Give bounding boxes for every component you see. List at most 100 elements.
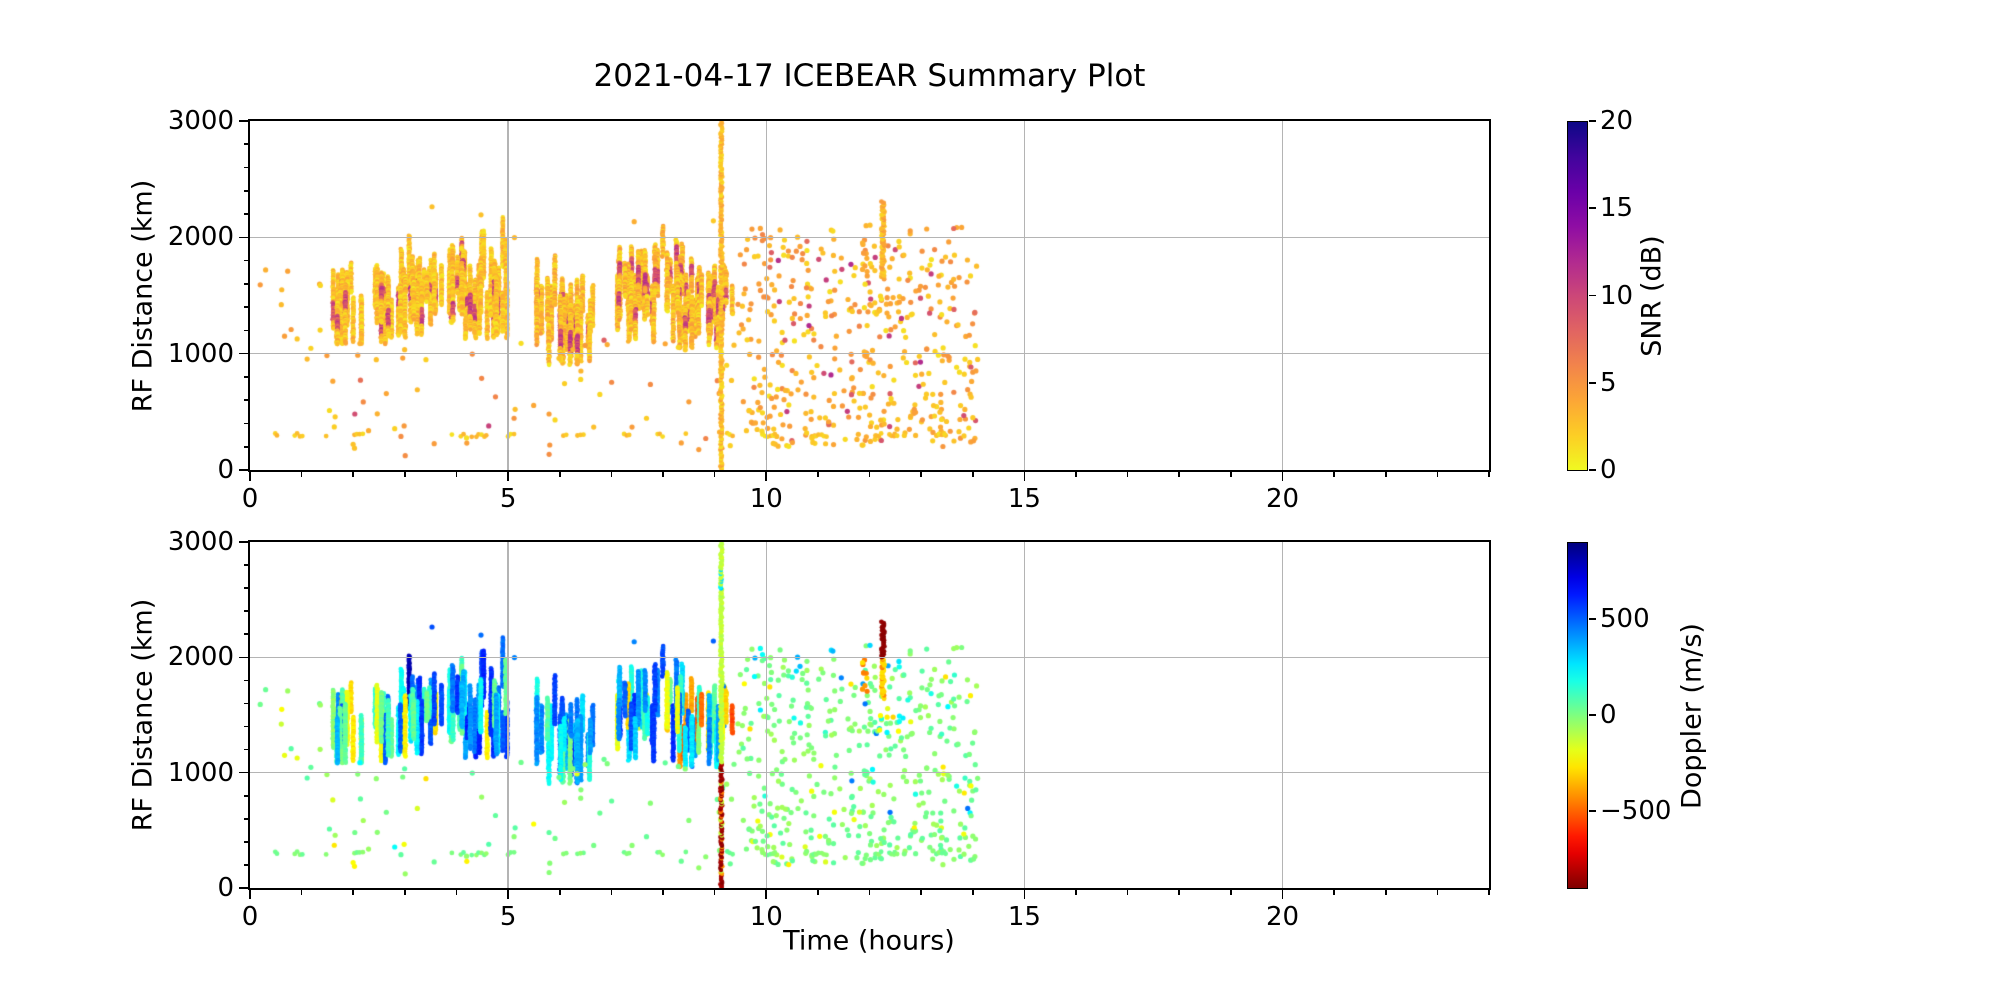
gridline-vertical <box>507 121 509 470</box>
colorbar-tick <box>1589 294 1596 297</box>
x-tick-major <box>249 472 251 481</box>
x-tick-minor <box>868 472 871 477</box>
colorbar-tick <box>1589 810 1596 812</box>
x-tick-major <box>249 890 251 899</box>
gridline-vertical <box>765 121 767 470</box>
y-tick-minor <box>243 399 248 401</box>
colorbar-tick <box>1589 714 1596 716</box>
y-tick-major <box>239 469 248 471</box>
snr-colorbar-label: SNR (dB) <box>1636 235 1668 357</box>
y-tick-label: 1000 <box>167 338 234 369</box>
x-tick-minor <box>1436 890 1439 895</box>
x-tick-major <box>765 890 768 899</box>
y-tick-major <box>239 352 248 355</box>
y-tick-minor <box>243 259 248 262</box>
gridline-vertical <box>1023 542 1026 888</box>
x-tick-label: 0 <box>241 484 259 514</box>
x-tick-minor <box>300 890 303 895</box>
colorbar-tick <box>1589 381 1596 384</box>
y-tick-minor <box>243 190 248 192</box>
colorbar-tick-label: −500 <box>1600 796 1672 827</box>
x-tick-label: 15 <box>1007 902 1041 932</box>
x-tick-minor <box>558 472 561 477</box>
y-tick-minor <box>243 143 248 146</box>
x-tick-label: 20 <box>1265 484 1300 514</box>
x-tick-minor <box>1178 472 1181 477</box>
x-tick-minor <box>817 890 819 895</box>
y-tick-minor <box>243 679 248 682</box>
x-tick-minor <box>352 890 355 895</box>
x-tick-major <box>1281 472 1284 481</box>
doppler-colorbar <box>1567 542 1588 889</box>
x-tick-minor <box>1333 472 1335 477</box>
y-tick-minor <box>243 564 248 566</box>
x-tick-minor <box>1488 890 1490 895</box>
x-tick-minor <box>1075 890 1077 895</box>
colorbar-tick <box>1589 207 1596 210</box>
x-tick-major <box>1023 890 1026 899</box>
colorbar-tick-label: 0 <box>1600 455 1617 485</box>
gridline-horizontal <box>250 236 1489 239</box>
y-tick-label: 0 <box>217 455 234 485</box>
y-tick-major <box>239 541 248 543</box>
gridline-horizontal <box>250 656 1489 659</box>
y-tick-label: 0 <box>217 873 234 903</box>
x-tick-minor <box>713 890 716 895</box>
gridline-horizontal <box>250 771 1489 774</box>
x-tick-minor <box>404 472 406 477</box>
x-tick-minor <box>455 472 458 477</box>
y-tick-minor <box>243 587 248 589</box>
x-tick-minor <box>558 890 561 895</box>
y-axis-label-top: RF Distance (km) <box>127 179 159 413</box>
x-tick-minor <box>868 890 871 895</box>
y-tick-minor <box>243 445 248 448</box>
x-tick-minor <box>1333 890 1335 895</box>
x-tick-minor <box>1075 472 1077 477</box>
y-tick-minor <box>243 422 248 425</box>
x-tick-minor <box>1126 890 1129 895</box>
x-tick-major <box>765 472 768 481</box>
x-tick-major <box>507 890 509 899</box>
x-axis-label: Time (hours) <box>783 925 955 957</box>
y-tick-minor <box>243 283 248 285</box>
x-tick-minor <box>971 890 974 895</box>
x-tick-label: 5 <box>499 902 517 932</box>
colorbar-tick-label: 500 <box>1600 603 1650 634</box>
y-tick-minor <box>243 818 248 820</box>
x-tick-minor <box>300 472 303 477</box>
x-tick-minor <box>1384 472 1387 477</box>
colorbar-tick <box>1589 469 1596 471</box>
y-tick-minor <box>243 841 248 843</box>
doppler-scatter-canvas <box>250 542 1489 888</box>
gridline-vertical <box>1281 542 1284 888</box>
y-tick-minor <box>243 748 248 751</box>
y-tick-minor <box>243 306 248 308</box>
x-tick-minor <box>662 890 664 895</box>
x-tick-major <box>1281 890 1284 899</box>
y-tick-minor <box>243 702 248 705</box>
x-tick-minor <box>404 890 406 895</box>
doppler-plot-area <box>248 540 1491 890</box>
x-tick-minor <box>817 472 819 477</box>
x-tick-minor <box>352 472 355 477</box>
y-tick-minor <box>243 864 248 866</box>
x-tick-minor <box>1436 472 1439 477</box>
colorbar-tick-label: 15 <box>1600 193 1634 224</box>
gridline-vertical <box>765 542 767 888</box>
gridline-vertical <box>507 542 509 888</box>
y-tick-label: 2000 <box>167 222 234 253</box>
x-tick-minor <box>1230 890 1232 895</box>
doppler-colorbar-label: Doppler (m/s) <box>1676 623 1708 809</box>
y-tick-minor <box>243 376 248 378</box>
colorbar-tick-label: 10 <box>1600 280 1634 311</box>
colorbar-tick-label: 5 <box>1600 367 1617 398</box>
x-tick-minor <box>662 472 664 477</box>
x-tick-minor <box>1230 472 1232 477</box>
snr-plot-area <box>248 119 1491 472</box>
y-tick-major <box>239 656 248 659</box>
y-tick-label: 3000 <box>167 527 234 557</box>
x-tick-minor <box>610 890 613 895</box>
colorbar-tick-label: 20 <box>1600 106 1634 136</box>
x-tick-label: 5 <box>499 484 517 514</box>
